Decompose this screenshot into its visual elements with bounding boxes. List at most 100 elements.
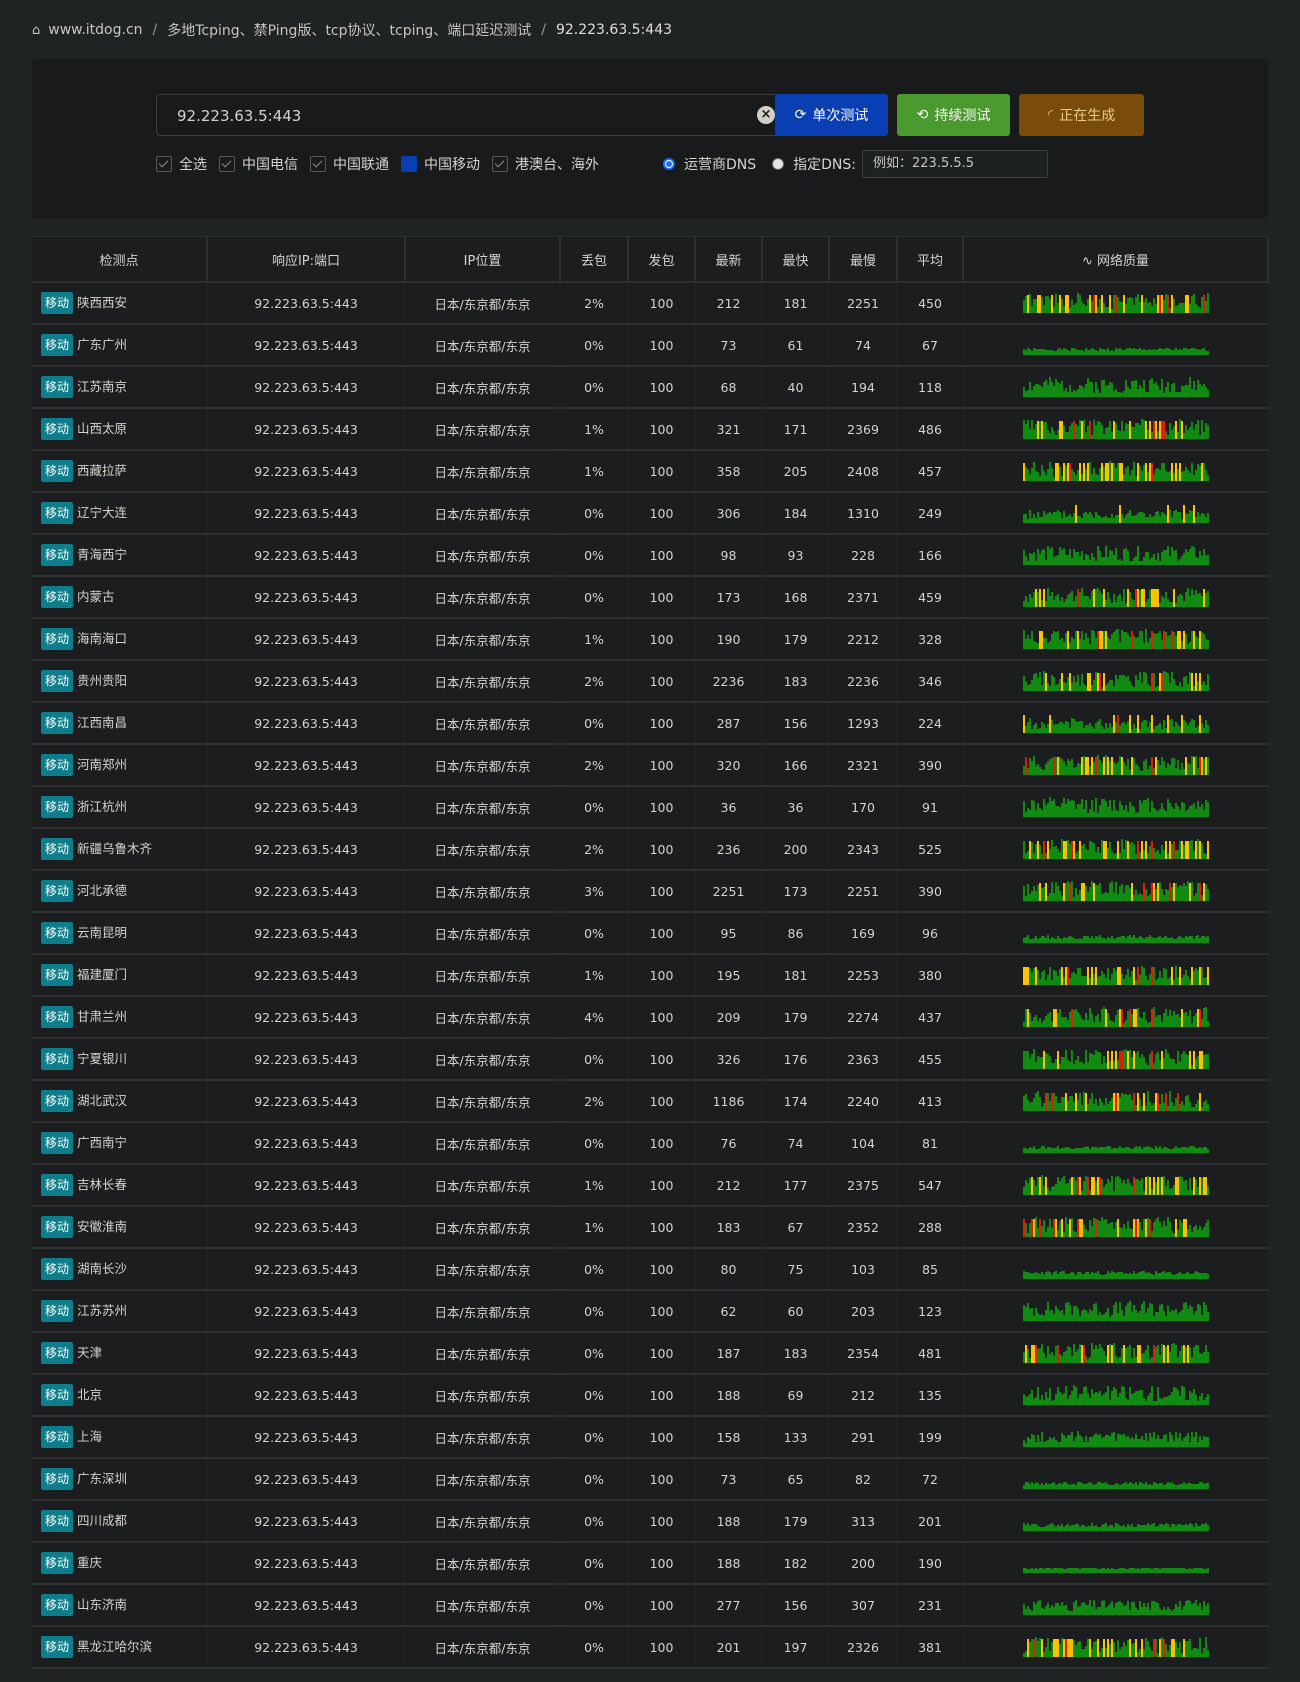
- dns-custom-option[interactable]: 指定DNS:: [772, 154, 856, 174]
- quality-bar: [1142, 1191, 1145, 1195]
- quality-bar: [1154, 1017, 1157, 1027]
- quality-bar: [1096, 813, 1099, 817]
- latest-cell: 173: [695, 576, 763, 619]
- quality-bar: [1082, 1274, 1085, 1279]
- table-row: 移动 湖南长沙 92.223.63.5:443 日本/东京都/东京 0% 100 80 75 1…: [32, 1248, 1269, 1291]
- quality-bar: [1080, 1019, 1083, 1027]
- quality-bar: [1128, 421, 1131, 439]
- quality-bar: [1058, 679, 1061, 691]
- breadcrumb-home-link[interactable]: www.itdog.cn: [48, 22, 143, 38]
- quality-bar: [1206, 1394, 1209, 1405]
- quality-bar: [1040, 1608, 1043, 1615]
- quality-bar: [1166, 599, 1169, 607]
- quality-bar: [1160, 1304, 1163, 1321]
- quality-bar: [1116, 515, 1119, 523]
- quality-bar: [1070, 1484, 1073, 1489]
- quality-bar: [1124, 1437, 1127, 1447]
- quality-bar: [1178, 1642, 1181, 1657]
- quality-bar: [1024, 1609, 1027, 1615]
- checkbox-all[interactable]: [156, 156, 172, 172]
- filter-all[interactable]: 全选: [156, 154, 207, 174]
- quality-bar: [1038, 1348, 1041, 1363]
- quality-bar: [1028, 1439, 1031, 1447]
- generating-button[interactable]: ◜ 正在生成: [1019, 94, 1144, 136]
- quality-bar: [1170, 1274, 1173, 1279]
- quality-bar: [1164, 1049, 1167, 1069]
- quality-bar: [1058, 1483, 1061, 1489]
- quality-bar: [1034, 1308, 1037, 1321]
- quality-bar: [1050, 675, 1053, 691]
- filter-overseas[interactable]: 港澳台、海外: [492, 154, 599, 174]
- dns-isp-option[interactable]: 运营商DNS: [663, 154, 756, 174]
- quality-bar: [1094, 1392, 1097, 1405]
- loss-cell: 0%: [560, 1290, 629, 1333]
- quality-bar: [1102, 974, 1105, 985]
- quality-bar: [1038, 1527, 1041, 1531]
- quality-bar: [1126, 841, 1129, 859]
- activity-icon: ∿: [1081, 253, 1093, 269]
- search-input[interactable]: [175, 105, 739, 127]
- quality-bar: [1024, 556, 1027, 565]
- quality-bar: [1080, 1525, 1083, 1531]
- quality-bar: [1064, 1569, 1067, 1573]
- quality-bar: [1206, 1186, 1209, 1195]
- isp-badge: 移动: [41, 628, 74, 650]
- checkbox-overseas[interactable]: [492, 156, 508, 172]
- quality-bar: [1168, 1312, 1171, 1321]
- dns-input[interactable]: 例如：223.5.5.5: [862, 150, 1048, 178]
- quality-bar: [1084, 1386, 1087, 1405]
- quality-bar: [1182, 386, 1185, 397]
- quality-bar: [1144, 1273, 1147, 1279]
- quality-bar: [1024, 639, 1027, 649]
- quality-bar: [1110, 757, 1113, 775]
- quality-bar: [1026, 1272, 1029, 1279]
- continuous-test-button[interactable]: ⟲ 持续测试: [897, 94, 1010, 136]
- radio-isp-dns[interactable]: [663, 158, 675, 170]
- quality-bar: [1202, 978, 1205, 985]
- quality-bar: [1178, 1176, 1181, 1195]
- filter-telecom[interactable]: 中国电信: [219, 154, 298, 174]
- radio-custom-dns[interactable]: [772, 158, 785, 170]
- quality-bar: [1094, 1525, 1097, 1531]
- quality-bar: [1102, 729, 1105, 733]
- checkbox-telecom[interactable]: [219, 156, 235, 172]
- quality-bar: [1124, 515, 1127, 523]
- checkbox-mobile[interactable]: [401, 156, 417, 172]
- quality-bar: [1092, 1177, 1095, 1195]
- quality-bar: [1060, 722, 1063, 733]
- quality-bar: [1108, 1525, 1111, 1531]
- quality-bar: [1056, 1442, 1059, 1447]
- quality-bar: [1162, 1639, 1165, 1657]
- quality-bar: [1050, 592, 1053, 607]
- quality-bar: [1042, 382, 1045, 397]
- quality-bar: [1204, 977, 1207, 985]
- breadcrumb-section-link[interactable]: 多地Tcping、禁Ping版、tcp协议、tcping、端口延迟测试: [167, 23, 532, 39]
- quality-bar: [1166, 890, 1169, 901]
- quality-bar: [1146, 392, 1149, 397]
- latest-cell: 320: [695, 744, 763, 787]
- quality-bar: [1170, 1102, 1173, 1111]
- quality-bar: [1096, 847, 1099, 859]
- quality-bar: [1100, 1275, 1103, 1279]
- close-circle-icon[interactable]: ×: [757, 106, 775, 124]
- filter-mobile[interactable]: 中国移动: [401, 154, 480, 174]
- max-cell: 2251: [829, 282, 898, 325]
- quality-sparkline: [963, 576, 1269, 619]
- quality-bar: [1178, 512, 1181, 523]
- quality-bar: [1192, 1527, 1195, 1531]
- quality-bar: [1126, 1051, 1129, 1069]
- quality-bar: [1134, 638, 1137, 649]
- quality-bar: [1184, 841, 1187, 859]
- quality-bar: [1098, 883, 1101, 901]
- quality-bar: [1106, 385, 1109, 397]
- quality-bar: [1166, 382, 1169, 397]
- quality-bar: [1112, 854, 1115, 859]
- quality-bar: [1158, 1015, 1161, 1027]
- quality-bar: [1128, 510, 1131, 523]
- checkbox-unicom[interactable]: [310, 156, 326, 172]
- quality-bar: [1190, 805, 1193, 817]
- quality-bar: [1164, 294, 1167, 313]
- single-test-button[interactable]: ⟳ 单次测试: [775, 94, 888, 136]
- filter-unicom[interactable]: 中国联通: [310, 154, 389, 174]
- quality-bar: [1068, 1395, 1071, 1405]
